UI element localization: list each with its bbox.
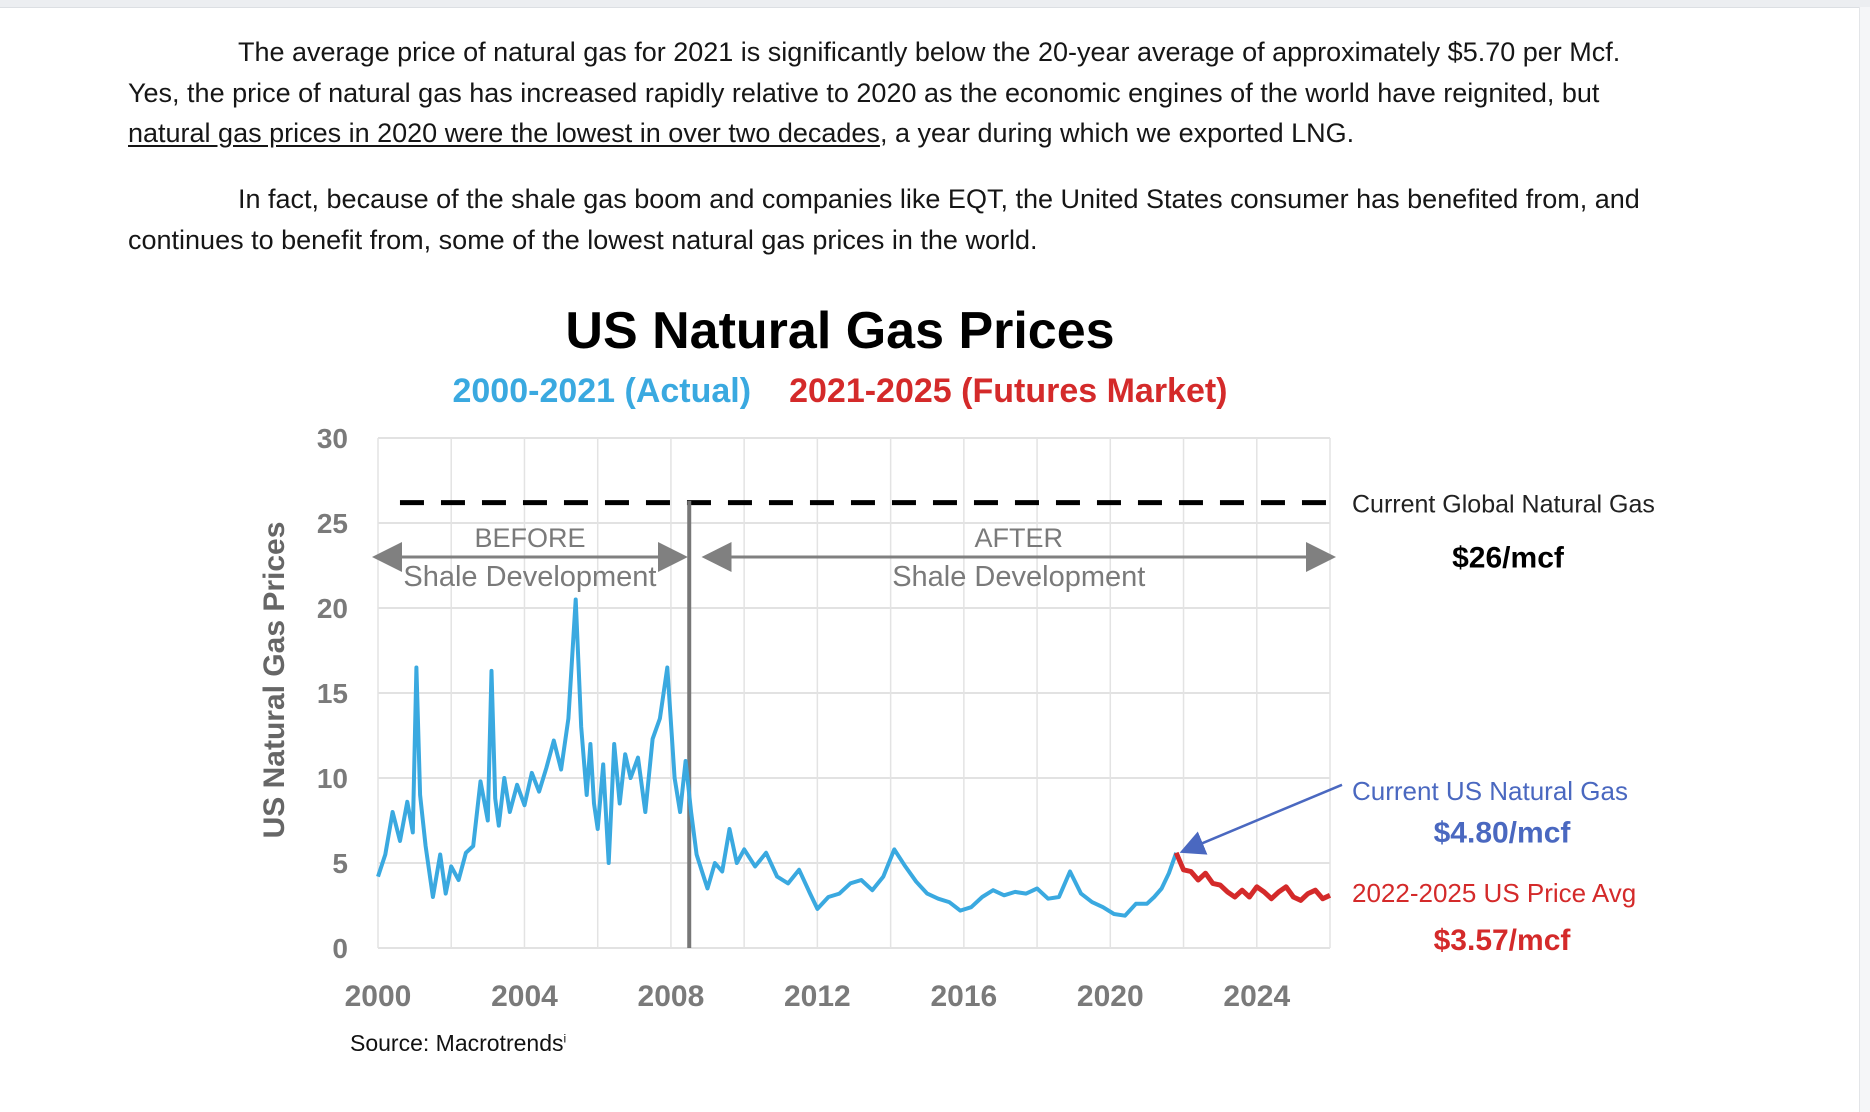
paragraph-1-text: The average price of natural gas for 202… [128, 37, 1621, 108]
futures-avg-value: $3.57/mcf [1434, 924, 1572, 957]
y-tick-label: 10 [317, 763, 348, 794]
x-tick-label: 2012 [784, 980, 851, 1013]
y-tick-label: 20 [317, 593, 348, 624]
y-tick-label: 5 [332, 848, 348, 879]
paragraph-1-tail: , a year during which we exported LNG. [879, 118, 1355, 148]
paragraph-2-text: In fact, because of the shale gas boom a… [128, 184, 1640, 255]
y-tick-label: 15 [317, 678, 348, 709]
subtitle-futures: 2021-2025 (Futures Market) [789, 372, 1227, 410]
x-tick-label: 2000 [345, 980, 412, 1013]
chart-subtitle: 2000-2021 (Actual) 2021-2025 (Futures Mar… [452, 372, 1227, 410]
scrollbar-track[interactable] [1859, 7, 1870, 1112]
y-tick-label: 30 [317, 423, 348, 454]
futures-series-line [1173, 851, 1332, 903]
x-tick-label: 2016 [930, 980, 997, 1013]
x-tick-label: 2020 [1077, 980, 1144, 1013]
era-label: AFTER [975, 523, 1064, 553]
paragraph-2: In fact, because of the shale gas boom a… [128, 179, 1668, 260]
chart-annotations: Current Global Natural Gas $26/mcf Current… [1179, 491, 1655, 957]
era-sublabel: Shale Development [892, 561, 1145, 593]
y-axis-label: US Natural Gas Prices [258, 522, 291, 839]
document-top-bar [0, 0, 1870, 8]
futures-avg-label: 2022-2025 US Price Avg [1352, 878, 1636, 908]
current-price-label: Current US Natural Gas [1352, 776, 1628, 806]
paragraph-1: The average price of natural gas for 202… [128, 32, 1668, 154]
actual-series-line [376, 597, 1179, 918]
y-tick-label: 25 [317, 508, 348, 539]
reference-line-label: Current Global Natural Gas [1352, 491, 1655, 519]
chart-source: Source: Macrotrendsi [350, 1030, 566, 1057]
chart-title: US Natural Gas Prices [565, 302, 1114, 360]
source-footnote[interactable]: i [563, 1031, 567, 1046]
source-text: Source: Macrotrends [350, 1030, 564, 1056]
reference-line-value: $26/mcf [1452, 542, 1565, 575]
era-label: BEFORE [474, 523, 585, 553]
series-group [376, 597, 1332, 918]
natural-gas-price-chart: BEFORE Shale Development AFTER Shale Develo… [258, 302, 1655, 1013]
chart-axes: 0 5 10 15 20 25 30 2000 2004 2008 2012 2016 2020 2024 [317, 423, 1291, 1013]
paragraph-1-link[interactable]: natural gas prices in 2020 were the lowe… [128, 118, 880, 148]
x-tick-label: 2008 [638, 980, 705, 1013]
subtitle-actual: 2000-2021 (Actual) [452, 372, 751, 410]
chart-grid [377, 437, 1331, 949]
era-annotations: BEFORE Shale Development AFTER Shale Develo… [372, 523, 1336, 593]
x-tick-label: 2024 [1223, 980, 1290, 1013]
current-price-value: $4.80/mcf [1434, 817, 1572, 850]
era-sublabel: Shale Development [403, 561, 656, 593]
y-tick-label: 0 [332, 933, 348, 964]
current-price-arrow [1179, 783, 1343, 855]
x-tick-label: 2004 [491, 980, 558, 1013]
